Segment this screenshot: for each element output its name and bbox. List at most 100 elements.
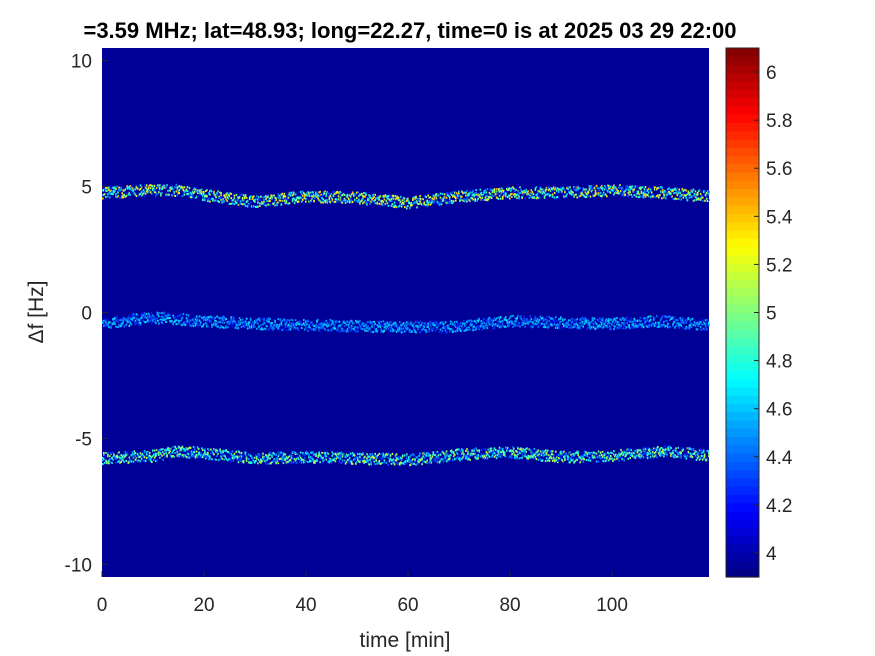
trace-cell [265,321,267,324]
trace-cell [578,192,580,195]
trace-cell [637,190,640,193]
trace-cell [650,323,653,326]
trace-cell [602,322,605,325]
trace-cell [289,454,292,457]
trace-cell [576,189,578,192]
trace-cell [545,457,548,460]
trace-cell [432,451,435,454]
trace-cell [426,199,428,202]
trace-cell [616,317,618,319]
trace-cell [410,330,412,332]
trace-cell [515,320,517,323]
trace-cell [608,187,610,190]
trace-cell [306,452,308,455]
trace-cell [235,455,238,458]
trace-cell [320,196,322,198]
trace-cell [377,462,379,465]
trace-cell [582,194,585,197]
trace-cell [707,318,709,321]
trace-cell [323,191,325,194]
trace-cell [371,325,373,328]
trace-cell [316,459,318,462]
trace-cell [339,452,342,455]
trace-cell [698,197,701,200]
trace-cell [348,321,351,324]
trace-cell [400,203,403,206]
trace-cell [396,197,399,200]
trace-cell [198,452,201,455]
trace-cell [645,190,648,192]
trace-cell [278,453,281,456]
trace-cell [624,323,626,326]
trace-cell [318,451,320,454]
trace-cell [471,197,473,200]
trace-cell [172,194,174,197]
trace-cell [105,321,107,324]
trace-cell [333,457,336,460]
trace-cell [202,199,204,202]
trace-cell [218,195,220,198]
trace-cell [427,451,429,454]
trace-cell [220,450,222,453]
trace-cell [689,191,692,194]
trace-cell [700,323,703,326]
trace-cell [413,454,415,457]
trace-cell [123,318,125,321]
trace-cell [146,191,149,194]
trace-cell [319,200,321,203]
trace-cell [287,460,290,463]
trace-cell [431,328,434,330]
trace-cell [600,187,603,190]
trace-cell [287,324,290,326]
trace-cell [495,457,498,460]
trace-cell [498,187,501,190]
trace-cell [513,187,515,190]
trace-cell [355,462,357,465]
trace-cell [270,321,272,324]
trace-cell [322,325,324,328]
trace-cell [459,324,461,327]
trace-cell [219,191,221,194]
trace-cell [360,200,362,203]
trace-cell [333,327,336,330]
trace-cell [659,186,661,189]
trace-cell [156,449,158,452]
trace-cell [449,322,452,325]
trace-cell [402,322,405,325]
trace-cell [137,318,140,321]
trace-cell [511,450,513,453]
trace-cell [545,322,548,325]
trace-cell [450,323,453,325]
trace-cell [227,192,230,195]
trace-cell [258,453,260,456]
trace-cell [450,328,453,330]
trace-cell [700,191,703,194]
trace-cell [191,196,194,199]
trace-cell [342,329,345,332]
trace-cell [647,191,650,194]
trace-cell [502,453,505,456]
trace-cell [271,454,273,457]
trace-cell [261,328,263,331]
trace-cell [151,322,153,325]
trace-cell [566,454,568,457]
trace-cell [186,319,189,321]
trace-cell [323,327,325,330]
trace-cell [131,187,134,190]
trace-cell [202,454,204,457]
trace-cell [661,316,663,319]
trace-cell [634,322,637,325]
trace-cell [326,322,328,324]
trace-cell [357,456,359,459]
trace-cell [518,457,520,460]
trace-cell [338,199,341,202]
trace-cell [115,319,117,322]
trace-cell [575,320,577,323]
trace-cell [105,460,107,463]
trace-cell [166,184,168,187]
trace-cell [217,200,219,203]
trace-cell [327,191,330,194]
trace-cell [693,321,696,324]
trace-cell [552,459,555,462]
trace-cell [143,316,146,318]
